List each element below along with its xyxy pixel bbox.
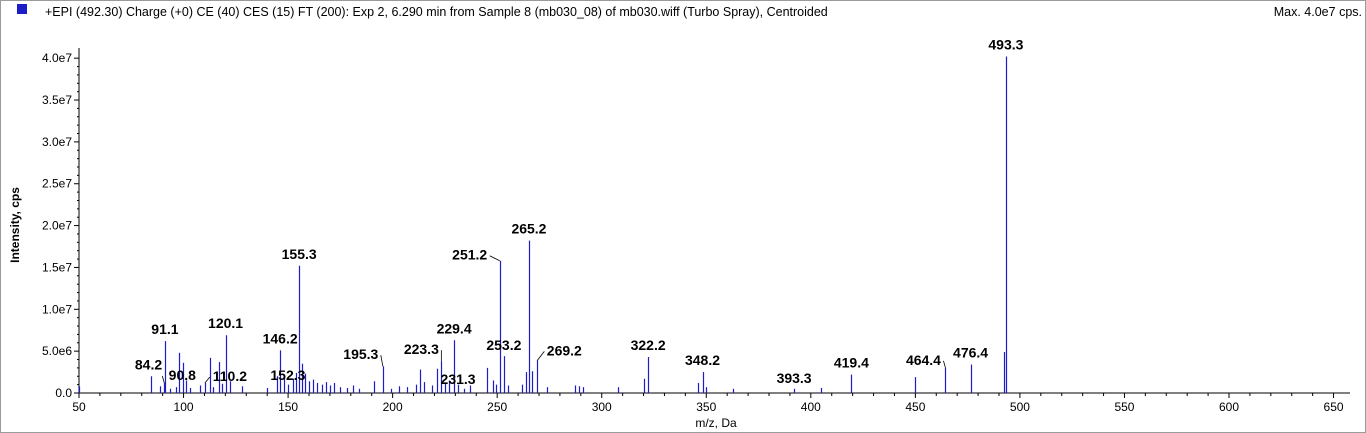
peak-label: 120.1 [208, 315, 243, 331]
peak-label: 269.2 [547, 342, 582, 358]
peak-bars [78, 56, 1008, 393]
y-axis-title: Intensity, cps [8, 187, 22, 263]
peak-label: 419.4 [834, 355, 869, 371]
y-tick-label: 0.0 [55, 386, 72, 400]
peak-label: 223.3 [404, 341, 439, 357]
peak-label: 348.2 [685, 352, 720, 368]
axes: 0.0 5.0e6 1.0e7 1.5e7 2.0e7 2.5e7 3.0e7 3.5e7 4.… [42, 48, 1350, 414]
y-tick-label: 4.0e7 [42, 51, 72, 65]
peak-label: 84.2 [135, 356, 162, 372]
x-tick-label: 500 [1010, 400, 1030, 414]
peak-label: 155.3 [282, 246, 317, 262]
peak-label: 152.3 [270, 367, 305, 383]
spectrum-title: +EPI (492.30) Charge (+0) CE (40) CES (1… [45, 5, 828, 19]
peak-leader-line [489, 255, 500, 262]
peak-leader-line [537, 351, 545, 361]
x-tick-label: 250 [487, 400, 507, 414]
x-tick-label: 150 [278, 400, 298, 414]
peak-label: 90.8 [169, 367, 196, 383]
peak-label: 110.2 [213, 368, 247, 384]
peak-leader-line [943, 360, 946, 368]
peak-label: 476.4 [953, 345, 988, 361]
x-tick-label: 200 [383, 400, 403, 414]
x-tick-label: 600 [1219, 400, 1239, 414]
peak-label: 231.3 [441, 371, 476, 387]
x-tick-label: 350 [696, 400, 716, 414]
peak-label: 322.2 [631, 337, 666, 353]
peak-label: 195.3 [343, 346, 378, 362]
x-tick-label: 650 [1324, 400, 1344, 414]
peak-label: 493.3 [988, 37, 1023, 53]
max-intensity-label: Max. 4.0e7 cps. [1273, 5, 1362, 19]
x-tick-label: 450 [905, 400, 925, 414]
y-tick-label: 1.5e7 [42, 260, 72, 274]
y-tick-label: 2.5e7 [42, 177, 72, 191]
x-tick-label: 300 [592, 400, 612, 414]
x-tick-label: 100 [174, 400, 194, 414]
peak-label: 229.4 [437, 320, 472, 336]
peak-label: 146.2 [263, 330, 298, 346]
peak-label: 253.2 [486, 337, 521, 353]
x-axis-title: m/z, Da [695, 416, 737, 430]
y-tick-label: 3.5e7 [42, 93, 72, 107]
peak-label: 464.4 [906, 352, 941, 368]
y-tick-label: 3.0e7 [42, 135, 72, 149]
peak-label: 393.3 [777, 370, 812, 386]
peak-label: 91.1 [151, 321, 178, 337]
peak-label: 265.2 [511, 221, 546, 237]
x-tick-label: 400 [801, 400, 821, 414]
x-tick-label: 550 [1114, 400, 1134, 414]
y-tick-label: 5.0e6 [42, 344, 72, 358]
peak-labels: 84.2 90.8 91.1 110.2 120.1 146.2 152.3 155.3 195… [135, 37, 1024, 387]
x-tick-label: 50 [72, 400, 86, 414]
peak-label: 251.2 [452, 247, 487, 263]
y-tick-label: 2.0e7 [42, 219, 72, 233]
series-color-marker[interactable] [17, 4, 27, 14]
peak-leader-line [204, 376, 211, 384]
peak-leader-line [380, 355, 384, 367]
y-tick-label: 1.0e7 [42, 302, 72, 316]
peak-leader-line [161, 375, 165, 384]
